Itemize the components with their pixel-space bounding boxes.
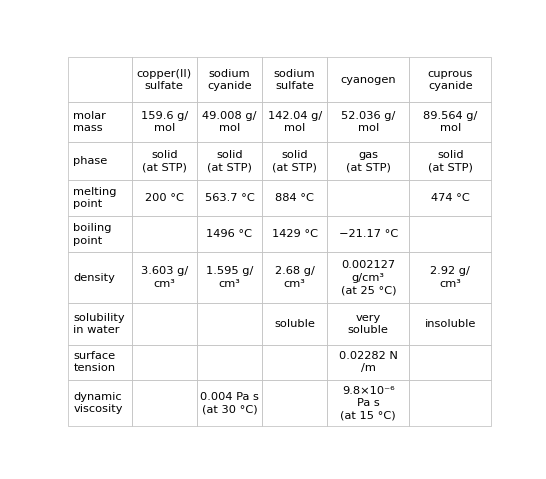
Bar — [410, 102, 491, 142]
Text: phase: phase — [73, 156, 108, 166]
Bar — [262, 180, 327, 217]
Text: copper(II)
sulfate: copper(II) sulfate — [136, 68, 192, 91]
Bar — [327, 380, 410, 426]
Bar — [327, 303, 410, 345]
Text: −21.17 °C: −21.17 °C — [339, 229, 398, 240]
Text: soluble: soluble — [274, 319, 315, 329]
Bar — [327, 180, 410, 217]
Bar — [262, 217, 327, 252]
Bar — [132, 102, 197, 142]
Bar — [327, 252, 410, 303]
Bar — [410, 380, 491, 426]
Text: 0.02282 N
/m: 0.02282 N /m — [339, 351, 397, 374]
Bar — [262, 380, 327, 426]
Text: insoluble: insoluble — [425, 319, 476, 329]
Text: solid
(at STP): solid (at STP) — [428, 150, 473, 172]
Bar — [132, 142, 197, 180]
Bar — [132, 57, 197, 102]
Bar — [68, 303, 132, 345]
Text: solid
(at STP): solid (at STP) — [142, 150, 187, 172]
Text: melting
point: melting point — [73, 187, 117, 209]
Text: 2.92 g/
cm³: 2.92 g/ cm³ — [430, 266, 470, 289]
Text: solubility
in water: solubility in water — [73, 313, 125, 335]
Bar — [327, 345, 410, 380]
Bar — [132, 345, 197, 380]
Bar — [327, 217, 410, 252]
Text: very
soluble: very soluble — [348, 313, 389, 335]
Bar — [262, 252, 327, 303]
Bar — [410, 252, 491, 303]
Bar — [262, 102, 327, 142]
Bar — [327, 57, 410, 102]
Text: cuprous
cyanide: cuprous cyanide — [428, 68, 473, 91]
Bar — [68, 57, 132, 102]
Text: boiling
point: boiling point — [73, 223, 112, 246]
Text: molar
mass: molar mass — [73, 111, 106, 133]
Text: solid
(at STP): solid (at STP) — [207, 150, 252, 172]
Text: gas
(at STP): gas (at STP) — [346, 150, 391, 172]
Text: 884 °C: 884 °C — [275, 193, 314, 203]
Text: 0.004 Pa s
(at 30 °C): 0.004 Pa s (at 30 °C) — [200, 392, 259, 414]
Bar — [197, 217, 262, 252]
Text: 2.68 g/
cm³: 2.68 g/ cm³ — [275, 266, 314, 289]
Bar — [68, 142, 132, 180]
Text: cyanogen: cyanogen — [341, 75, 396, 85]
Bar — [68, 180, 132, 217]
Text: sodium
cyanide: sodium cyanide — [207, 68, 252, 91]
Bar — [197, 345, 262, 380]
Bar — [68, 380, 132, 426]
Bar — [410, 142, 491, 180]
Bar — [327, 102, 410, 142]
Text: sodium
sulfate: sodium sulfate — [274, 68, 316, 91]
Bar — [410, 217, 491, 252]
Bar — [327, 142, 410, 180]
Text: 52.036 g/
mol: 52.036 g/ mol — [341, 111, 395, 133]
Bar — [262, 142, 327, 180]
Bar — [262, 303, 327, 345]
Text: density: density — [73, 273, 115, 283]
Text: 1496 °C: 1496 °C — [206, 229, 252, 240]
Bar — [132, 217, 197, 252]
Text: surface
tension: surface tension — [73, 351, 115, 374]
Text: 474 °C: 474 °C — [431, 193, 470, 203]
Bar — [197, 252, 262, 303]
Bar — [68, 252, 132, 303]
Text: solid
(at STP): solid (at STP) — [272, 150, 317, 172]
Bar — [132, 380, 197, 426]
Bar — [197, 102, 262, 142]
Text: 200 °C: 200 °C — [145, 193, 184, 203]
Bar — [410, 57, 491, 102]
Text: 0.002127
g/cm³
(at 25 °C): 0.002127 g/cm³ (at 25 °C) — [341, 260, 396, 295]
Text: 49.008 g/
mol: 49.008 g/ mol — [202, 111, 257, 133]
Bar — [410, 303, 491, 345]
Bar — [197, 303, 262, 345]
Bar — [68, 102, 132, 142]
Bar — [410, 345, 491, 380]
Bar — [197, 180, 262, 217]
Text: 159.6 g/
mol: 159.6 g/ mol — [141, 111, 188, 133]
Text: 9.8×10⁻⁶
Pa s
(at 15 °C): 9.8×10⁻⁶ Pa s (at 15 °C) — [341, 386, 396, 421]
Bar — [410, 180, 491, 217]
Text: 1.595 g/
cm³: 1.595 g/ cm³ — [206, 266, 253, 289]
Bar — [262, 345, 327, 380]
Text: dynamic
viscosity: dynamic viscosity — [73, 392, 123, 414]
Bar — [68, 217, 132, 252]
Bar — [197, 380, 262, 426]
Text: 89.564 g/
mol: 89.564 g/ mol — [423, 111, 478, 133]
Text: 1429 °C: 1429 °C — [272, 229, 318, 240]
Bar — [132, 180, 197, 217]
Text: 563.7 °C: 563.7 °C — [205, 193, 254, 203]
Text: 142.04 g/
mol: 142.04 g/ mol — [268, 111, 322, 133]
Bar — [262, 57, 327, 102]
Bar — [132, 252, 197, 303]
Bar — [68, 345, 132, 380]
Bar — [197, 57, 262, 102]
Bar — [132, 303, 197, 345]
Text: 3.603 g/
cm³: 3.603 g/ cm³ — [141, 266, 188, 289]
Bar — [197, 142, 262, 180]
